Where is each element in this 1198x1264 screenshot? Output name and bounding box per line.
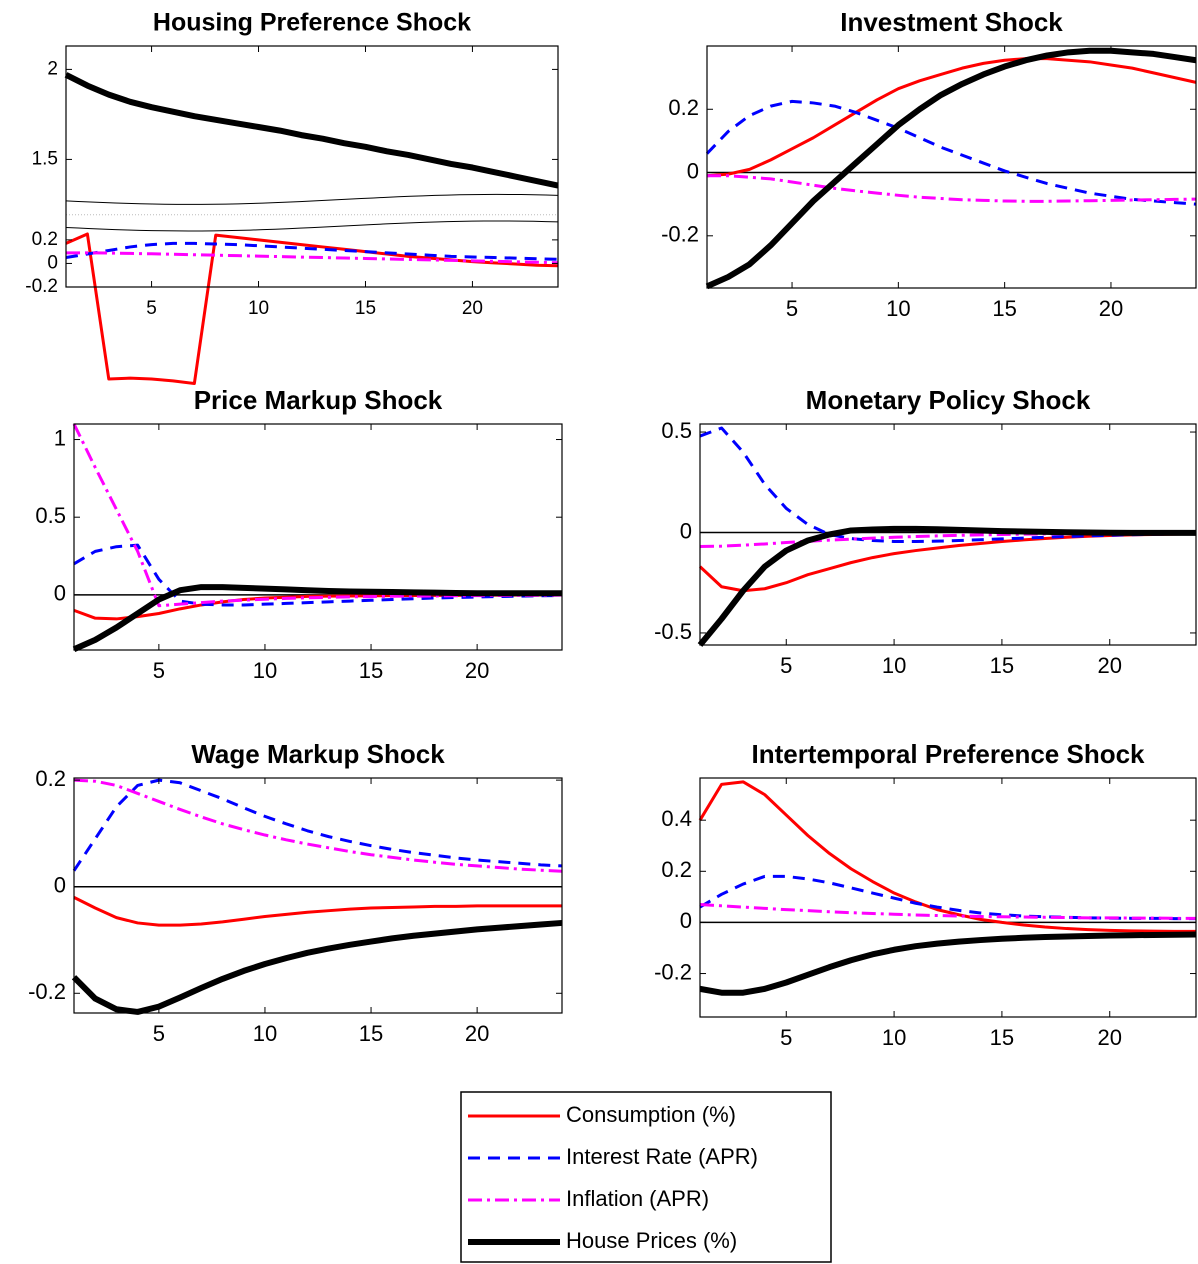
x-tick-label: 10: [882, 1025, 906, 1050]
series-line: [65, 241, 559, 261]
series-line: [697, 525, 1196, 647]
plot-frame: [706, 45, 1197, 289]
x-tick-label: 15: [990, 653, 1014, 678]
series-line: [73, 778, 563, 873]
x-tick-label: 10: [253, 1021, 277, 1046]
y-tick-label: -0.2: [654, 959, 692, 984]
axis-break: [65, 193, 559, 205]
plot-frame: [699, 777, 1197, 1018]
y-tick-label: -0.2: [25, 276, 58, 297]
series-line: [705, 47, 1197, 290]
y-tick-label: 0: [54, 581, 66, 606]
y-tick-label: 0: [680, 908, 692, 933]
series-line: [73, 896, 562, 927]
chart-title: Intertemporal Preference Shock: [751, 739, 1145, 769]
x-tick-label: 20: [1097, 653, 1121, 678]
series-line: [705, 99, 1197, 206]
plot-frame: [65, 45, 559, 288]
y-tick-label: 0: [54, 873, 66, 898]
axis-break: [65, 220, 559, 232]
y-tick-label: -0.2: [661, 222, 699, 247]
legend-box: [460, 1091, 832, 1263]
x-tick-label: 10: [248, 298, 269, 319]
x-tick-label: 15: [359, 1021, 383, 1046]
chart-title: Wage Markup Shock: [191, 739, 445, 769]
y-tick-label: 0.4: [661, 806, 692, 831]
y-tick-label: 1.5: [32, 148, 58, 169]
y-tick-label: 0.5: [661, 418, 692, 443]
series-line: [72, 584, 562, 652]
y-tick-label: 2: [47, 58, 58, 79]
x-tick-label: 15: [992, 296, 1016, 321]
series-line: [699, 426, 1197, 544]
y-tick-label: 0.2: [668, 95, 699, 120]
x-tick-label: 20: [465, 658, 489, 683]
series-line: [706, 57, 1197, 178]
y-tick-label: -0.5: [654, 619, 692, 644]
series-line: [72, 778, 563, 872]
chart-title: Investment Shock: [840, 7, 1063, 37]
x-tick-label: 5: [786, 296, 798, 321]
legend-label: Interest Rate (APR): [566, 1144, 758, 1169]
y-tick-label: 0.2: [35, 766, 66, 791]
y-tick-label: 0.2: [32, 229, 58, 250]
x-tick-label: 20: [462, 298, 483, 319]
plot-frame: [73, 777, 563, 1014]
x-tick-label: 15: [355, 298, 376, 319]
legend-label: Inflation (APR): [566, 1186, 709, 1211]
x-tick-label: 15: [359, 658, 383, 683]
series-line: [66, 251, 559, 265]
x-tick-label: 5: [146, 298, 157, 319]
series-line: [72, 423, 563, 608]
series-line: [73, 543, 563, 607]
legend-label: House Prices (%): [566, 1228, 737, 1253]
chart-title: Housing Preference Shock: [153, 9, 471, 37]
y-tick-label: 0.2: [661, 857, 692, 882]
legend: Consumption (%) Interest Rate (APR) Inflat…: [468, 1102, 758, 1253]
panel: Wage Markup Shock 5 10 15 20 -0.2 0 0.2: [28, 739, 563, 1046]
x-tick-label: 20: [1099, 296, 1123, 321]
x-tick-label: 10: [882, 653, 906, 678]
panel: Price Markup Shock 5 10 15 20 0 0.5 1: [35, 385, 563, 683]
x-tick-label: 5: [780, 653, 792, 678]
y-tick-label: -0.2: [28, 979, 66, 1004]
x-tick-label: 10: [253, 658, 277, 683]
panel: Housing Preference Shock 5 10 15 20 -0.2 00.2 1…: [25, 9, 559, 386]
series-line: [71, 919, 563, 1015]
x-tick-label: 10: [886, 296, 910, 321]
y-tick-label: 0: [680, 518, 692, 543]
y-tick-label: 1: [54, 425, 66, 450]
chart-title: Price Markup Shock: [194, 385, 443, 415]
x-tick-label: 5: [153, 1021, 165, 1046]
panel: Intertemporal Preference Shock 5 10 15 20 -0.…: [654, 739, 1197, 1050]
series-line: [699, 931, 1197, 996]
panel: Monetary Policy Shock 5 10 15 20 -0.5 0 0.5: [654, 385, 1197, 678]
chart-title: Monetary Policy Shock: [806, 385, 1091, 415]
series-line: [698, 780, 1196, 933]
y-tick-label: 0: [687, 158, 699, 183]
plot-frame: [73, 423, 563, 651]
y-tick-label: 0: [47, 252, 58, 273]
y-tick-label: 0.5: [35, 503, 66, 528]
x-tick-label: 20: [1097, 1025, 1121, 1050]
legend-label: Consumption (%): [566, 1102, 736, 1127]
x-tick-label: 5: [780, 1025, 792, 1050]
panel: Investment Shock 5 10 15 20 -0.2 0 0.2: [661, 7, 1197, 321]
plot-frame: [699, 423, 1197, 646]
x-tick-label: 20: [465, 1021, 489, 1046]
series-line: [699, 903, 1196, 920]
x-tick-label: 5: [153, 658, 165, 683]
series-line: [707, 174, 1197, 203]
series-line: [64, 72, 559, 189]
x-tick-label: 15: [990, 1025, 1014, 1050]
